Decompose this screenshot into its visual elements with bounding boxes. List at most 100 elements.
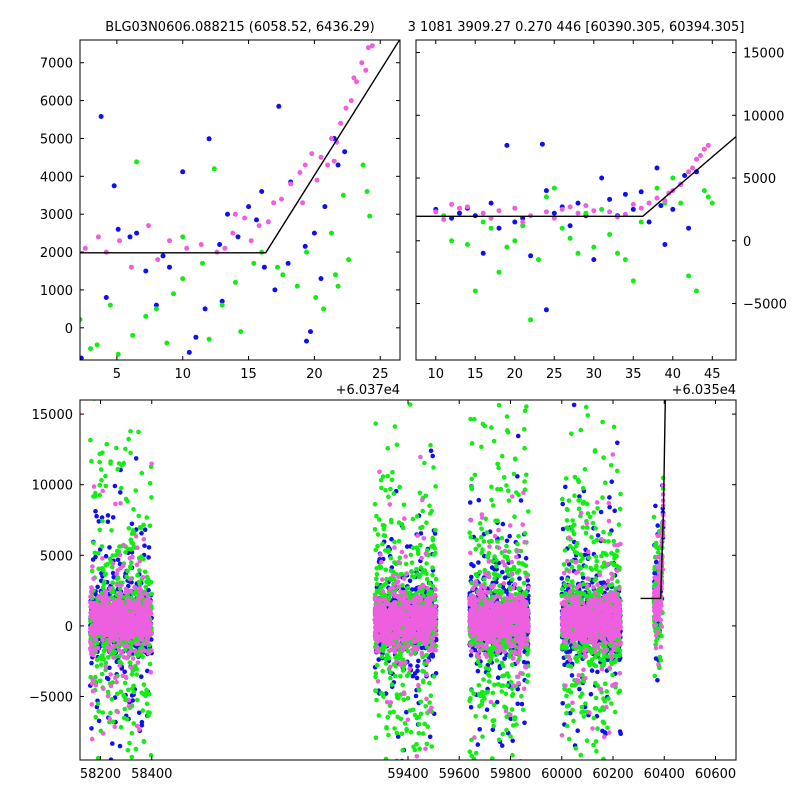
blue-point xyxy=(480,250,486,256)
green-point xyxy=(375,543,380,549)
green-point xyxy=(520,223,526,229)
green-point xyxy=(583,404,589,410)
green-point xyxy=(408,730,414,735)
green-point xyxy=(509,662,515,668)
green-point xyxy=(521,562,527,567)
green-point xyxy=(374,572,380,577)
green-point xyxy=(108,710,113,716)
blue-point xyxy=(311,230,317,236)
blue-point xyxy=(493,579,499,585)
green-point xyxy=(280,272,286,278)
green-point xyxy=(379,485,384,491)
green-point xyxy=(496,402,502,408)
green-point xyxy=(129,730,135,736)
green-point xyxy=(496,269,502,275)
green-point xyxy=(495,486,500,492)
blue-point xyxy=(475,742,481,747)
pink-point xyxy=(512,205,518,211)
green-point xyxy=(522,531,528,536)
green-point xyxy=(493,588,498,594)
green-point xyxy=(638,219,644,225)
x-tick-label: 20 xyxy=(306,367,323,382)
green-point xyxy=(495,461,500,467)
green-point xyxy=(508,734,513,739)
green-point xyxy=(392,726,397,731)
green-point xyxy=(410,516,416,522)
green-point xyxy=(374,662,380,668)
right-title: 3 1081 3909.27 0.270 446 [60390.305, 603… xyxy=(408,20,745,35)
green-point xyxy=(105,561,110,567)
green-point xyxy=(380,474,386,479)
blue-point xyxy=(567,223,573,229)
green-point xyxy=(477,662,483,668)
green-point xyxy=(494,558,499,563)
blue-point xyxy=(477,727,483,732)
green-point xyxy=(583,210,589,216)
pink-point xyxy=(543,209,549,215)
green-point xyxy=(414,741,419,747)
blue-point xyxy=(276,103,282,109)
green-point xyxy=(400,748,406,753)
blue-point xyxy=(564,649,569,655)
blue-point xyxy=(655,523,660,528)
green-point xyxy=(492,576,497,581)
blue-point xyxy=(122,669,127,675)
green-point xyxy=(564,577,570,582)
green-point xyxy=(502,704,507,710)
blue-point xyxy=(662,242,668,247)
blue-point xyxy=(246,204,252,210)
blue-point xyxy=(94,513,99,519)
green-point xyxy=(499,689,505,694)
green-point xyxy=(393,655,398,660)
blue-point xyxy=(612,508,617,514)
green-point xyxy=(98,467,104,472)
green-point xyxy=(141,691,146,697)
green-point xyxy=(429,744,435,749)
y-tick-label: 5000 xyxy=(743,172,776,187)
bottom-plot-area xyxy=(88,400,666,760)
green-point xyxy=(522,427,527,432)
green-point xyxy=(128,537,134,543)
green-point xyxy=(405,695,411,701)
blue-point xyxy=(261,264,267,270)
blue-point xyxy=(410,673,416,679)
blue-point xyxy=(582,552,587,558)
green-point xyxy=(522,479,527,484)
pink-point xyxy=(369,43,375,49)
y-tick-label: 3000 xyxy=(40,208,73,223)
green-point xyxy=(517,586,522,591)
green-point xyxy=(109,697,115,702)
green-point xyxy=(329,230,334,236)
green-point xyxy=(401,502,407,508)
green-point xyxy=(584,501,590,507)
green-point xyxy=(383,756,389,760)
pink-point xyxy=(300,200,306,206)
blue-point xyxy=(414,675,420,681)
green-point xyxy=(525,652,530,657)
green-point xyxy=(144,515,149,520)
green-point xyxy=(579,704,585,710)
pink-point xyxy=(630,201,636,207)
green-point xyxy=(428,442,433,448)
green-point xyxy=(123,446,128,452)
green-point xyxy=(380,541,385,547)
pink-point xyxy=(271,200,277,206)
blue-point xyxy=(96,519,102,524)
blue-point xyxy=(539,141,545,147)
blue-point xyxy=(615,440,620,446)
blue-point xyxy=(129,521,135,527)
blue-point xyxy=(235,234,241,240)
pink-point xyxy=(329,136,334,141)
blue-point xyxy=(467,500,473,505)
green-point xyxy=(147,710,152,716)
blue-point xyxy=(416,658,421,664)
green-point xyxy=(141,556,146,562)
y-tick-label: 6000 xyxy=(40,95,73,110)
green-point xyxy=(304,249,309,255)
green-point xyxy=(414,514,420,519)
pink-point xyxy=(343,105,349,111)
green-point xyxy=(430,535,436,541)
blue-point xyxy=(457,210,462,216)
green-point xyxy=(101,641,106,647)
green-point xyxy=(394,730,400,736)
